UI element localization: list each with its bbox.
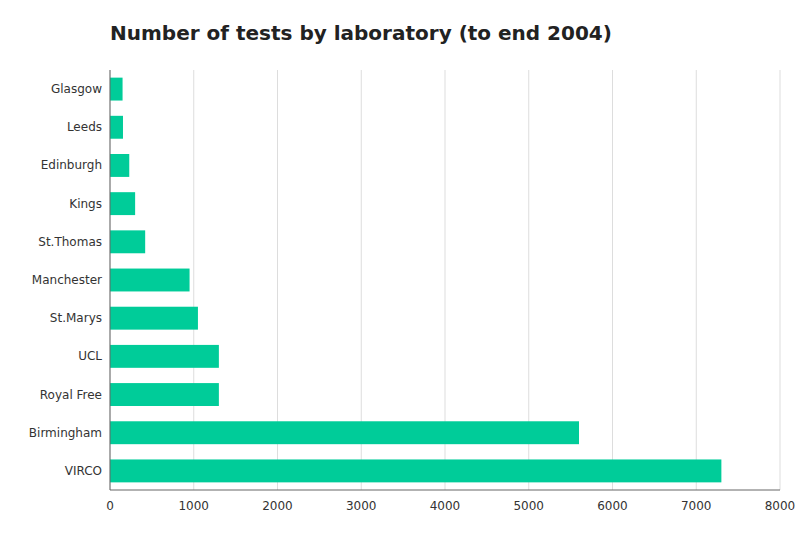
grid-line xyxy=(612,70,613,490)
bars xyxy=(110,78,721,483)
grid-line xyxy=(696,70,697,490)
x-tick-label: 1000 xyxy=(178,499,209,513)
y-axis-line xyxy=(110,70,111,490)
grid-line xyxy=(780,70,781,490)
bar xyxy=(110,192,135,215)
y-tick-label: Kings xyxy=(69,197,102,211)
x-tick-label: 4000 xyxy=(430,499,461,513)
bar xyxy=(110,230,145,253)
bar xyxy=(110,116,123,139)
x-tick-label: 0 xyxy=(106,499,114,513)
y-tick-label: St.Thomas xyxy=(38,235,102,249)
x-tick-label: 6000 xyxy=(597,499,628,513)
grid-line xyxy=(110,70,111,490)
chart-title: Number of tests by laboratory (to end 20… xyxy=(110,21,612,45)
x-axis-line xyxy=(110,490,780,491)
x-tick-label: 3000 xyxy=(346,499,377,513)
bar xyxy=(110,421,579,444)
y-tick-label: UCL xyxy=(78,349,102,363)
y-tick-label: Glasgow xyxy=(51,82,102,96)
bar xyxy=(110,307,198,330)
y-tick-label: Birmingham xyxy=(29,426,102,440)
chart-container: Number of tests by laboratory (to end 20… xyxy=(0,0,810,540)
bar xyxy=(110,345,219,368)
x-tick-label: 7000 xyxy=(681,499,712,513)
x-tick-label: 8000 xyxy=(765,499,796,513)
y-tick-label: Edinburgh xyxy=(41,158,102,172)
bar xyxy=(110,269,190,292)
y-tick-label: Leeds xyxy=(67,120,102,134)
y-tick-label: Manchester xyxy=(32,273,102,287)
bar xyxy=(110,383,219,406)
bar xyxy=(110,154,129,177)
x-tick-label: 5000 xyxy=(513,499,544,513)
x-tick-label: 2000 xyxy=(262,499,293,513)
grid xyxy=(110,70,780,490)
y-tick-label: VIRCO xyxy=(65,464,102,478)
chart-svg: Number of tests by laboratory (to end 20… xyxy=(0,0,810,540)
y-tick-label: St.Marys xyxy=(50,311,102,325)
bar xyxy=(110,78,123,101)
bar xyxy=(110,459,721,482)
y-tick-label: Royal Free xyxy=(40,388,102,402)
